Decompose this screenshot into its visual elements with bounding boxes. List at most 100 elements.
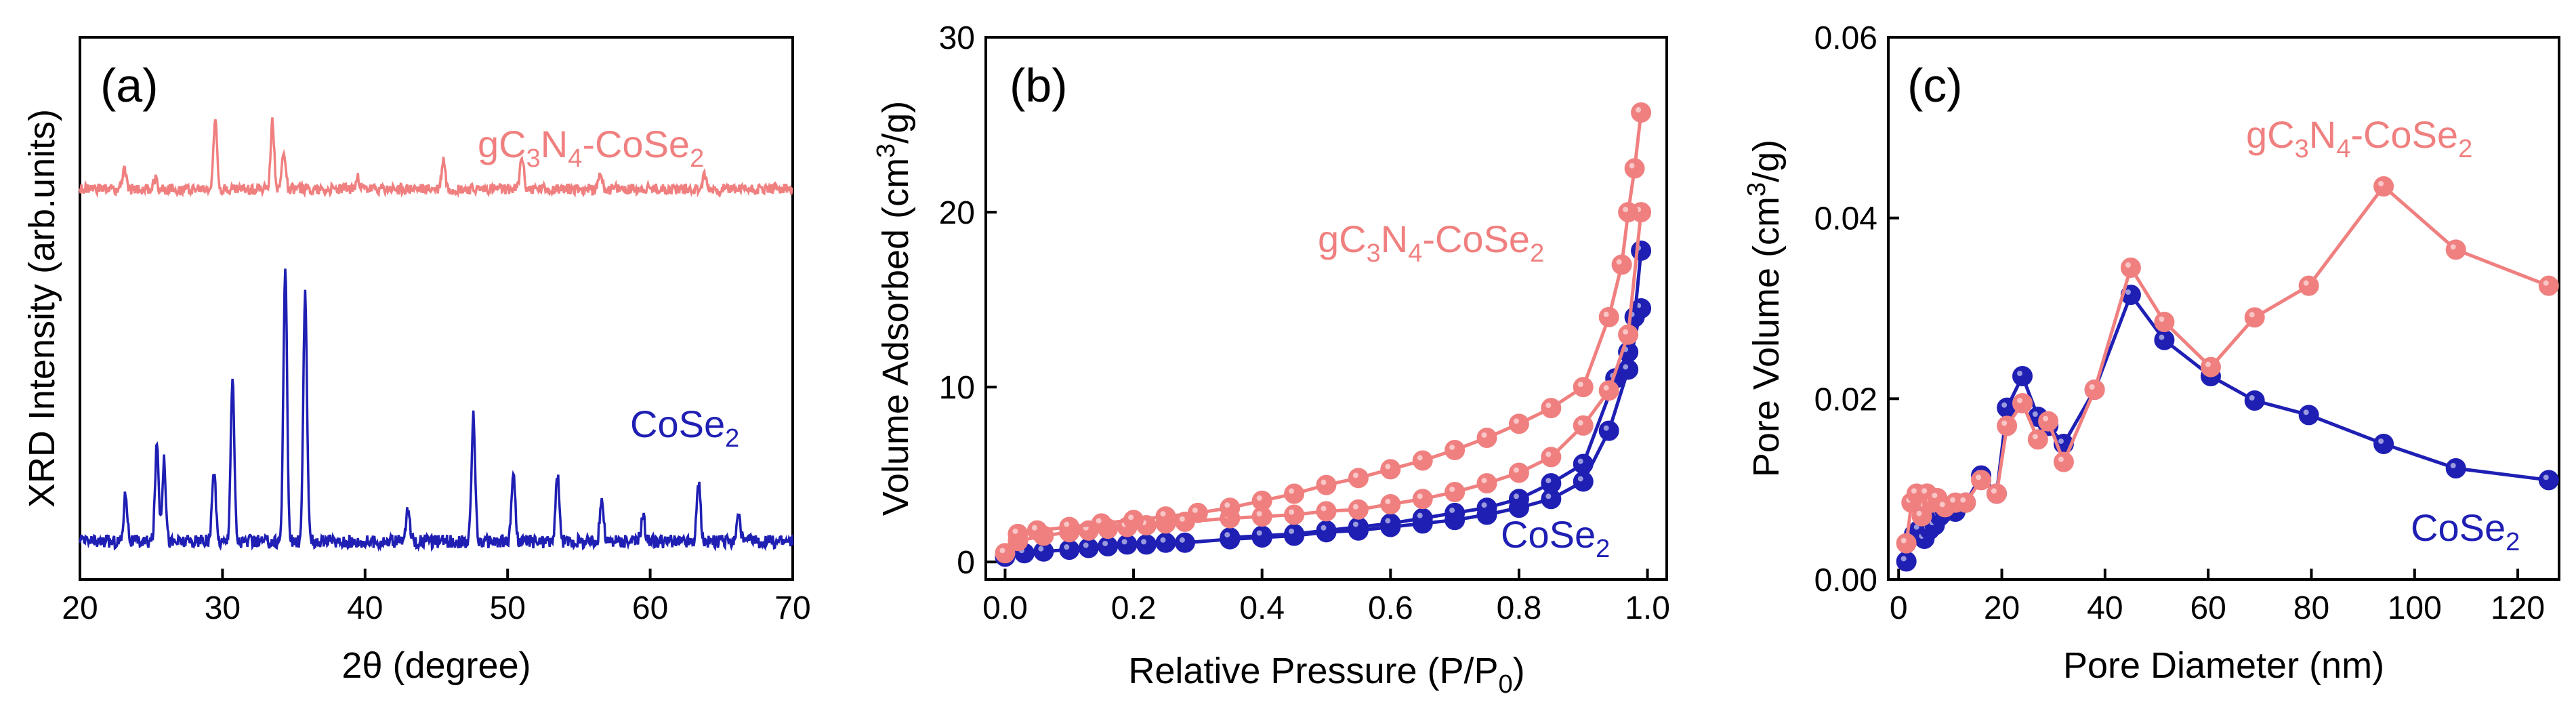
gc3n4-cose2-adsorption-point-highlight bbox=[999, 548, 1005, 554]
cose2-desorption-point-highlight bbox=[1321, 525, 1327, 531]
gc3n4-cose2-point bbox=[2244, 307, 2265, 328]
gc3n4-cose2-adsorption-point-highlight bbox=[1545, 451, 1552, 457]
gc3n4-cose2-adsorption-point-highlight bbox=[1417, 493, 1423, 499]
gc3n4-cose2-desorption-point-highlight bbox=[1545, 403, 1552, 409]
gc3n4-cose2-desorption-point bbox=[1007, 523, 1029, 544]
gc3n4-cose2-desorption-point bbox=[1624, 158, 1645, 179]
gc3n4-cose2-point-highlight bbox=[1921, 488, 1928, 494]
panel-a-x-axis-title: 2θ (degree) bbox=[341, 645, 531, 686]
gc3n4-cose2-point-highlight bbox=[2032, 434, 2038, 440]
cose2-adsorption-point-highlight bbox=[1623, 364, 1629, 370]
panel-c-legend-gc3n4-cose2: gC3N4-CoSe2 bbox=[2246, 113, 2472, 163]
gc3n4-cose2-point bbox=[1896, 533, 1917, 554]
gc3n4-cose2-desorption-point-highlight bbox=[1031, 525, 1037, 531]
gc3n4-cose2-desorption-point-highlight bbox=[1064, 521, 1070, 527]
gc3n4-cose2-adsorption-point bbox=[1598, 380, 1619, 401]
gc3n4-cose2-point-highlight bbox=[2450, 244, 2456, 250]
panel-b-y-axis-title: Volume Adsorbed (cm3/g) bbox=[872, 101, 916, 516]
cose2-point-highlight bbox=[1900, 556, 1907, 562]
panel-c-y-axis-title: Pore Volume (cm3/g) bbox=[1743, 140, 1787, 477]
cose2-desorption-point bbox=[1631, 240, 1652, 261]
gc3n4-cose2-point bbox=[2373, 176, 2394, 197]
gc3n4-cose2-desorption-point bbox=[1155, 506, 1176, 527]
cose2-point bbox=[2373, 434, 2394, 454]
gc3n4-cose2-point-highlight bbox=[1991, 488, 1997, 494]
panel-c-x-ticks: 0 20 40 60 80 100 120 bbox=[1890, 569, 2545, 626]
gc3n4-cose2-desorption-point bbox=[1541, 398, 1562, 419]
cose2-adsorption-point-highlight bbox=[1102, 540, 1108, 546]
cose2-adsorption-point-highlight bbox=[1160, 537, 1166, 543]
gc3n4-cose2-adsorption-point bbox=[1541, 447, 1562, 468]
cose2-desorption-point-highlight bbox=[1545, 478, 1552, 484]
panel-b-x-tick-label: 0.8 bbox=[1497, 590, 1542, 626]
gc3n4-cose2-point bbox=[2298, 275, 2319, 296]
gc3n4-cose2-desorption-point bbox=[1091, 513, 1112, 534]
panel-c-frame bbox=[1887, 36, 2560, 581]
cose2-adsorption-point bbox=[1117, 534, 1138, 555]
panel-c-x-tick-label: 60 bbox=[2190, 590, 2226, 626]
cose2-adsorption-point bbox=[1098, 535, 1119, 556]
panel-a-x-tick-label: 70 bbox=[774, 590, 810, 626]
gc3n4-cose2-adsorption-point-highlight bbox=[1603, 385, 1609, 391]
cose2-adsorption-point bbox=[1573, 471, 1594, 492]
gc3n4-cose2-desorption-point bbox=[1476, 427, 1497, 448]
gc3n4-cose2-adsorption-point-highlight bbox=[1352, 504, 1358, 510]
panel-c-series-gc3n4-cose2 bbox=[1896, 176, 2559, 554]
gc3n4-cose2-desorption-point bbox=[1059, 516, 1080, 537]
gc3n4-cose2-point-highlight bbox=[1939, 502, 1945, 508]
gc3n4-cose2-point bbox=[2154, 312, 2175, 332]
panel-c-y-tick-label: 0.06 bbox=[1814, 20, 1877, 56]
panel-a-x-tick-label: 60 bbox=[632, 590, 668, 626]
panel-b-legend-cose2: CoSe2 bbox=[1501, 513, 1610, 563]
gc3n4-cose2-point bbox=[2027, 429, 2048, 450]
gc3n4-cose2-adsorption-point-highlight bbox=[1481, 478, 1487, 484]
cose2-point-highlight bbox=[2543, 474, 2549, 481]
gc3n4-cose2-point bbox=[2012, 393, 2033, 413]
gc3n4-cose2-desorption-point bbox=[1026, 520, 1047, 541]
cose2-desorption-point-highlight bbox=[1417, 512, 1423, 518]
gc3n4-cose2-desorption-point bbox=[1380, 459, 1401, 480]
gc3n4-cose2-adsorption-point bbox=[1618, 324, 1639, 345]
gc3n4-cose2-desorption-point-highlight bbox=[1623, 207, 1629, 213]
gc3n4-cose2-adsorption-point bbox=[1284, 504, 1305, 525]
gc3n4-cose2-adsorption-point bbox=[1445, 481, 1466, 502]
cose2-adsorption-point-highlight bbox=[1141, 539, 1147, 545]
cose2-desorption-point-highlight bbox=[1385, 518, 1391, 524]
cose2-desorption-point bbox=[1380, 513, 1401, 534]
gc3n4-cose2-adsorption-point-highlight bbox=[1513, 467, 1519, 473]
gc3n4-cose2-desorption-point bbox=[1316, 474, 1337, 495]
gc3n4-cose2-point-highlight bbox=[2159, 316, 2165, 322]
cose2-point-highlight bbox=[2032, 411, 2038, 417]
cose2-desorption-point bbox=[1412, 508, 1433, 529]
panel-b-y-tick-label: 0 bbox=[957, 545, 975, 581]
gc3n4-cose2-desorption-point bbox=[1123, 510, 1144, 531]
cose2-point-highlight bbox=[2303, 409, 2309, 415]
gc3n4-cose2-point-highlight bbox=[2089, 384, 2095, 390]
gc3n4-cose2-desorption-point-highlight bbox=[1256, 495, 1262, 501]
gc3n4-cose2-point-highlight bbox=[1960, 497, 1966, 503]
cose2-adsorption-point-highlight bbox=[1083, 542, 1089, 548]
gc3n4-cose2-adsorption-point-highlight bbox=[1577, 420, 1583, 426]
gc3n4-cose2-desorption-point-highlight bbox=[1385, 464, 1391, 470]
cose2-desorption-point bbox=[1573, 453, 1594, 474]
gc3n4-cose2-point bbox=[1955, 492, 1976, 513]
gc3n4-cose2-point-highlight bbox=[2017, 398, 2022, 403]
gc3n4-cose2-desorption-point-highlight bbox=[1616, 259, 1622, 265]
panel-b-x-tick-label: 0.6 bbox=[1368, 590, 1413, 626]
cose2-adsorption-point-highlight bbox=[1064, 544, 1070, 550]
gc3n4-cose2-desorption-point-highlight bbox=[1481, 432, 1487, 438]
gc3n4-cose2-point-highlight bbox=[1932, 493, 1938, 498]
cose2-point-highlight bbox=[1913, 524, 1919, 530]
gc3n4-cose2-desorption-point-highlight bbox=[1321, 479, 1327, 485]
gc3n4-cose2-point bbox=[2053, 451, 2074, 472]
gc3n4-cose2-adsorption-point-highlight bbox=[1623, 329, 1629, 335]
panel-a-frame bbox=[79, 36, 794, 581]
panel-c-x-tick-label: 40 bbox=[2087, 590, 2123, 626]
cose2-desorption-point-highlight bbox=[1224, 532, 1230, 538]
panel-c-y-tick-label: 0.04 bbox=[1814, 201, 1877, 237]
cose2-desorption-point-highlight bbox=[1577, 458, 1583, 464]
gc3n4-cose2-desorption-point-highlight bbox=[1012, 528, 1018, 534]
gc3n4-cose2-desorption-point-highlight bbox=[1224, 502, 1230, 508]
gc3n4-cose2-desorption-point bbox=[1251, 490, 1272, 511]
